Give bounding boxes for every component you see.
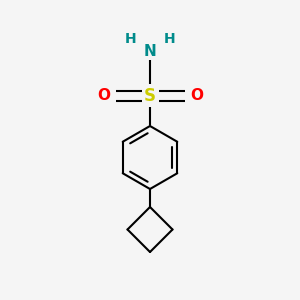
Text: S: S	[144, 87, 156, 105]
Text: O: O	[190, 88, 203, 104]
Text: N: N	[144, 44, 156, 59]
Text: O: O	[97, 88, 110, 104]
Text: H: H	[125, 32, 136, 46]
Text: H: H	[164, 32, 175, 46]
